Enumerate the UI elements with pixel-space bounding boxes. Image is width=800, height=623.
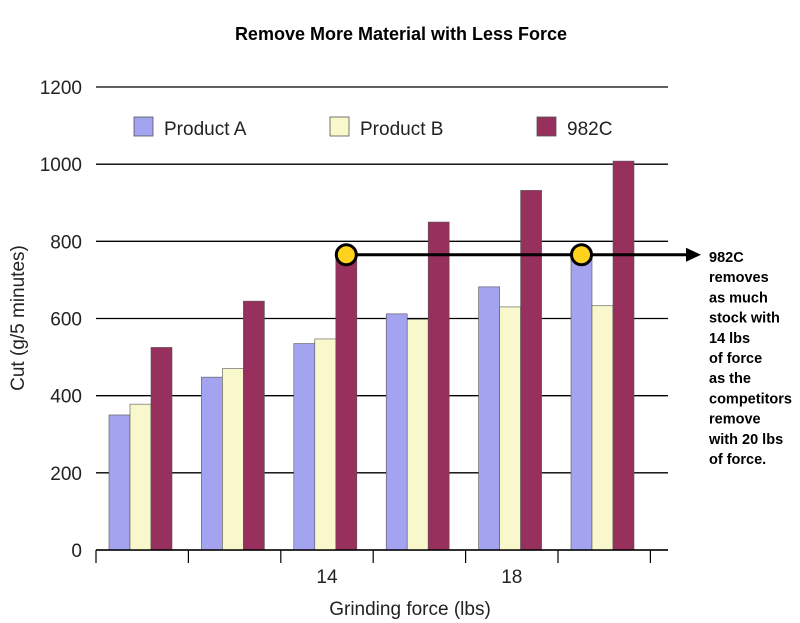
bar-product-a [293,343,316,551]
legend-swatch [133,116,154,137]
annotation: 982C removes as much stock with 14 lbs of for… [334,243,792,468]
bar-982c [335,256,358,551]
annotation-text-line: remove [709,412,761,428]
arrow-head-icon [686,247,701,262]
annotation-text-line: removes [709,270,769,286]
legend-swatch [536,116,557,137]
gridlines [96,86,668,551]
y-axis-label: Cut (g/5 minutes) [8,245,29,391]
x-axis: 14 18 [95,549,668,588]
y-tick-label: 600 [50,310,82,331]
y-tick-label: 0 [71,541,82,562]
bars [108,160,635,551]
annotation-marker [334,243,358,267]
annotation-text-line: 14 lbs [709,331,750,347]
bar-982c [243,300,265,551]
annotation-text-line: of force. [709,452,766,468]
annotation-text-line: 982C [709,250,744,266]
bar-982c [520,190,542,551]
legend-label: Product A [164,119,247,140]
bar-982c [150,347,173,551]
bar-product-a [385,313,408,551]
annotation-text-line: as the [709,371,751,387]
annotation-text-line: stock with [709,311,780,327]
annotation-text-line: of force [709,351,762,367]
y-tick-labels: 0 200 400 600 800 1000 1200 [40,78,82,562]
x-tick-label: 14 [316,567,338,588]
legend-label: 982C [567,119,612,140]
annotation-text-line: with 20 lbs [708,432,783,448]
legend: Product A Product B 982C [133,116,612,140]
y-tick-label: 1000 [40,155,82,176]
bar-product-a [201,376,223,551]
bar-product-a [108,414,131,551]
y-tick-label: 1200 [40,78,82,99]
bar-product-a [570,253,593,551]
bar-product-b [499,306,521,551]
annotation-text-line: as much [709,290,768,306]
bar-982c [612,160,635,551]
bar-product-a [478,286,500,551]
bar-product-b [314,338,337,551]
x-tick-label: 18 [501,567,522,588]
y-tick-label: 200 [50,464,82,485]
y-tick-label: 800 [50,232,82,253]
x-axis-label: Grinding force (lbs) [329,599,491,620]
legend-label: Product B [360,119,443,140]
legend-swatch [329,116,350,137]
bar-982c [427,221,450,551]
annotation-text-line: competitors [709,391,792,407]
bar-product-b [129,403,152,551]
annotation-marker [570,243,593,267]
y-tick-label: 400 [50,387,82,408]
bar-product-b [222,368,244,551]
bar-product-b [406,318,429,551]
chart-title: Remove More Material with Less Force [235,24,567,44]
bar-product-b [591,305,614,551]
